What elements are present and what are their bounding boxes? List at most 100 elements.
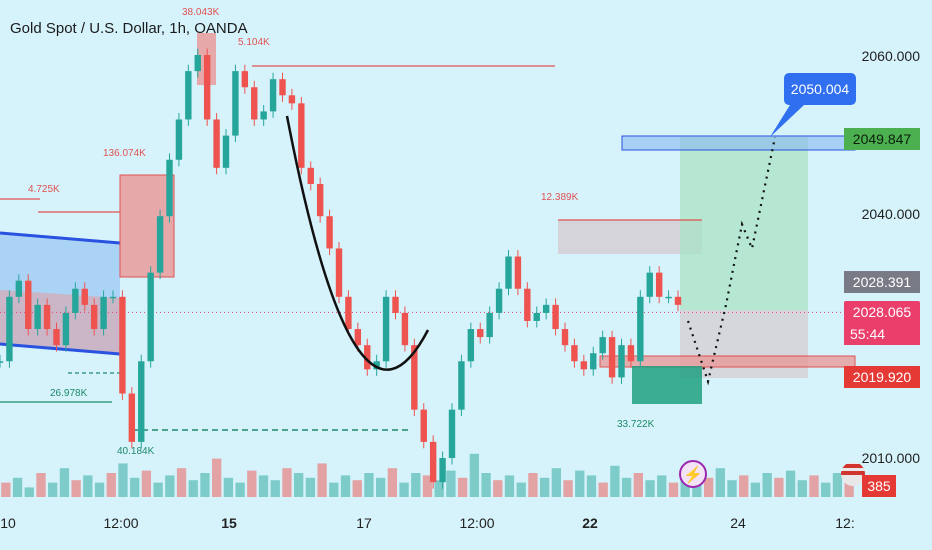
candle-body [354, 329, 362, 346]
volume-bar [94, 482, 105, 497]
candle-body [429, 441, 437, 483]
volume-badge: 385 [862, 475, 896, 497]
candle-body [542, 304, 550, 313]
candle-body [411, 345, 418, 410]
gray-price-tag: 2028.391 [844, 271, 920, 293]
candle-body [514, 256, 522, 289]
demand-box [632, 366, 702, 404]
annotation-volume: 5.104K [238, 37, 270, 48]
candle-body [15, 280, 23, 297]
candle-body [637, 296, 644, 362]
resistance-box [558, 220, 702, 254]
candle-body [138, 361, 145, 442]
candle-body [232, 71, 239, 136]
candle-body [0, 361, 4, 363]
volume-bar [305, 477, 316, 497]
candle-body [439, 458, 446, 483]
volume-bar [739, 475, 749, 497]
volume-bar [844, 477, 854, 497]
candle-body [674, 296, 682, 305]
candle-body [6, 296, 13, 362]
volume-bar [223, 477, 234, 497]
time-tick: 15 [221, 515, 237, 531]
candle-body [316, 183, 324, 217]
candle-body [298, 103, 305, 168]
lightning-icon[interactable]: ⚡ [679, 460, 707, 488]
candle-body [580, 361, 588, 370]
volume-bar [83, 475, 93, 497]
volume-bar [212, 458, 222, 497]
candle-body [486, 312, 493, 338]
zones-layer [0, 33, 856, 431]
volume-bar [294, 473, 304, 497]
volume-bar [657, 475, 667, 497]
volume-bar [528, 473, 538, 497]
volume-bar [317, 463, 327, 497]
candle-body [185, 71, 192, 120]
volume-bar [340, 475, 351, 497]
candle-body [335, 248, 343, 297]
time-tick: 24 [730, 515, 746, 531]
candle-body [128, 393, 136, 442]
volume-bar [59, 468, 70, 497]
candle-body [655, 272, 663, 297]
volume-bar [399, 482, 409, 497]
volume-bar [188, 480, 198, 497]
support-price-tag: 2019.920 [844, 366, 920, 388]
time-tick: 12: [835, 515, 855, 531]
annotation-volume: 40.184K [117, 446, 155, 457]
volume-bar [539, 477, 550, 497]
volume-bar [258, 475, 269, 497]
volume-bar [387, 468, 398, 497]
volume-bar [434, 480, 444, 497]
candle-body [665, 296, 672, 299]
candle-body [81, 288, 88, 305]
annotation-volume: 38.043K [182, 7, 220, 18]
candle-body [552, 304, 559, 330]
channel-bottom-line [0, 342, 121, 356]
candle-body [373, 361, 380, 370]
volume-bar [832, 473, 843, 497]
volume-bar [645, 480, 655, 497]
volume-bar [516, 482, 526, 497]
volume-bar [598, 482, 608, 497]
callout-pointer [770, 105, 804, 137]
volume-bar [329, 482, 339, 497]
target-price-tag: 2049.847 [844, 128, 920, 150]
candle-body [618, 345, 625, 378]
volume-bar [130, 477, 140, 497]
time-tick: 10 [0, 515, 16, 531]
volume-bar [282, 468, 292, 497]
candle-body [382, 296, 390, 362]
candle-body [156, 216, 164, 273]
candle-body [524, 288, 531, 321]
volume-bar [118, 463, 128, 497]
volume-bar [165, 475, 175, 497]
volume-bar [457, 477, 468, 497]
volume-bar [352, 480, 362, 497]
supply-box [119, 174, 175, 278]
annotation-volume: 4.725K [28, 184, 60, 195]
candle-body [477, 329, 484, 338]
price-tick-2040: 2040.000 [861, 206, 920, 222]
candle-body [326, 216, 333, 249]
volume-bar [106, 473, 116, 497]
chart-title: Gold Spot / U.S. Dollar, 1h, OANDA [10, 20, 248, 37]
candle-body [279, 79, 286, 96]
volume-bar [24, 487, 34, 497]
time-tick: 22 [582, 515, 598, 531]
candle-body [72, 288, 79, 313]
support-box [599, 355, 856, 368]
candle-body [119, 296, 126, 394]
candle-body [401, 312, 409, 346]
candle-body [571, 345, 578, 362]
volume-bar [411, 473, 421, 497]
candle-body [25, 280, 32, 330]
candle-body [147, 272, 154, 362]
volume-bar [727, 480, 737, 497]
price-callout: 2050.004 [784, 73, 856, 105]
time-tick: 12:00 [103, 515, 139, 531]
candle-body [269, 79, 277, 112]
candle-body [222, 135, 230, 168]
